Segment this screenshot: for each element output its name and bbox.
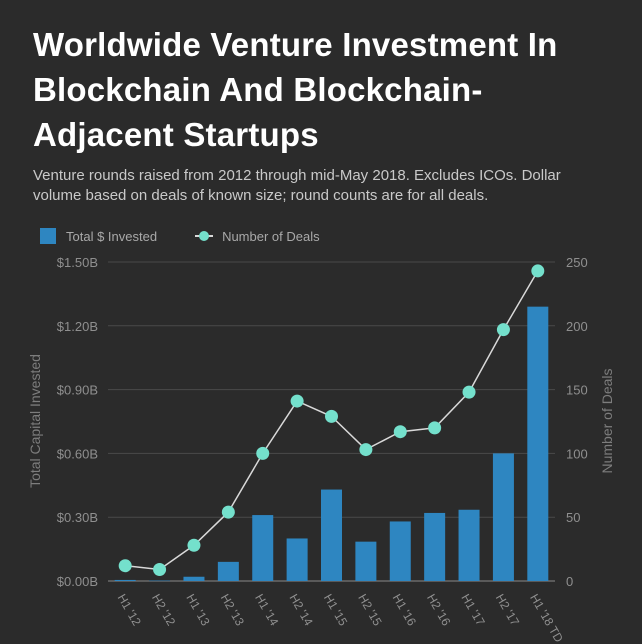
y-tick-label: $1.50B [57, 255, 98, 270]
x-tick-label: H1 '18 TD [527, 592, 566, 644]
x-tick-label: H1 '12 [115, 592, 144, 629]
legend-line-swatch [195, 228, 214, 244]
legend-bar-swatch [40, 228, 56, 244]
y2-tick-label: 0 [566, 574, 573, 589]
legend-label-number-of-deals: Number of Deals [222, 228, 320, 244]
bar [355, 541, 377, 581]
deals-point [359, 443, 373, 457]
deals-point [187, 538, 201, 552]
x-tick-label: H2 '15 [355, 592, 384, 629]
bar [458, 509, 480, 581]
bar [149, 580, 171, 582]
bar [217, 561, 239, 581]
x-tick-label: H2 '14 [287, 592, 316, 629]
deals-point [325, 409, 338, 423]
y2-tick-label: 50 [566, 510, 580, 525]
bar [492, 453, 514, 581]
x-tick-label: H2 '12 [149, 592, 178, 629]
x-tick-label: H1 '16 [390, 592, 419, 629]
y2-tick-label: 250 [566, 255, 588, 270]
bar [389, 521, 411, 581]
x-tick-label: H2 '16 [424, 592, 453, 629]
bar [321, 489, 342, 581]
x-tick-label: H1 '14 [252, 592, 281, 629]
deals-point [256, 446, 270, 460]
y2-tick-label: 150 [566, 383, 588, 398]
y-tick-label: $1.20B [57, 319, 98, 334]
bar [424, 512, 446, 581]
y2-tick-label: 200 [566, 319, 588, 334]
legend-label-total-invested: Total $ Invested [66, 228, 158, 244]
legend-item-total-invested[interactable]: Total $ Invested [40, 228, 157, 244]
deals-point [496, 323, 510, 337]
deals-point [531, 264, 545, 278]
y-tick-label: $0.00B [57, 574, 98, 589]
bar [286, 538, 308, 581]
bar [114, 579, 136, 581]
deals-point [290, 394, 304, 408]
y2-axis-title: Number of Deals [599, 368, 615, 473]
deals-point [118, 559, 132, 573]
chart-subtitle: Venture rounds raised from 2012 through … [33, 167, 561, 204]
x-tick-label: H1 '17 [458, 592, 487, 629]
deals-point [393, 425, 407, 439]
x-tick-label: H2 '13 [218, 592, 247, 629]
legend-item-number-of-deals[interactable]: Number of Deals [195, 228, 320, 244]
x-tick-label: H1 '15 [321, 592, 350, 629]
y-tick-label: $0.60B [57, 446, 98, 461]
y-tick-label: $0.30B [57, 510, 98, 525]
y-axis-title: Total Capital Invested [27, 354, 43, 488]
x-tick-label: H2 '17 [493, 592, 522, 629]
y-tick-label: $0.90B [57, 383, 98, 398]
y2-tick-label: 100 [566, 446, 588, 461]
deals-point [221, 505, 235, 519]
chart-title: Worldwide Venture Investment In Blockcha… [33, 26, 558, 153]
bar [252, 515, 274, 581]
deals-point [153, 563, 167, 577]
deals-point [462, 385, 476, 399]
deals-point [428, 421, 442, 435]
bar [183, 576, 205, 581]
x-tick-label: H1 '13 [183, 592, 212, 629]
bar [527, 306, 549, 581]
legend: Total $ Invested Number of Deals [40, 227, 358, 245]
